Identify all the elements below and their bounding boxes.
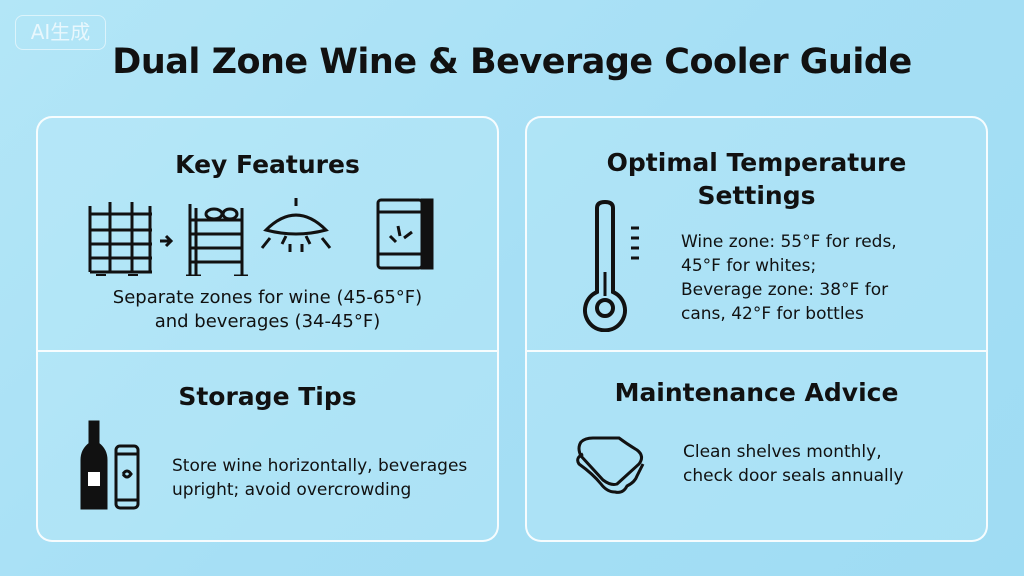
features-line-2: and beverages (34-45°F) [154,311,381,332]
temperature-heading-line-1: Optimal Temperature [606,148,907,177]
wine-bottle-icon [80,420,108,510]
wine-rack-icon [186,204,248,276]
page-title: Dual Zone Wine & Beverage Cooler Guide [112,42,912,82]
storage-line-2: upright; avoid overcrowding [172,480,412,500]
maintenance-line-1: Clean shelves monthly, [683,442,882,462]
thermometer-icon [583,200,639,332]
card-right: Optimal Temperature Settings Wine zone: … [525,116,988,542]
ai-watermark: AI生成 [15,15,106,50]
cloth-icon [576,436,645,494]
storage-line-1: Store wine horizontally, beverages [172,456,468,476]
card-left: Key Features Separate zones for wine (45… [36,116,499,542]
temperature-line-3: Beverage zone: 38°F for [681,280,889,300]
card-divider [527,350,986,352]
temperature-line-4: cans, 42°F for bottles [681,304,864,324]
key-features-heading: Key Features [175,150,360,179]
maintenance-heading: Maintenance Advice [614,378,899,407]
can-icon [114,444,140,510]
maintenance-line-2: check door seals annually [683,466,904,486]
storage-icons [80,420,140,510]
arrow-right-icon [160,234,174,248]
ceiling-fan-light-icon [260,198,332,252]
temperature-line-2: 45°F for whites; [681,256,817,276]
features-icons [88,198,434,276]
shelf-rack-icon [88,202,152,276]
features-line-1: Separate zones for wine (45-65°F) [112,287,423,308]
card-divider [38,350,497,352]
storage-tips-heading: Storage Tips [178,382,357,411]
digital-control-panel-icon [376,198,434,270]
temperature-line-1: Wine zone: 55°F for reds, [681,232,897,252]
temperature-heading-line-2: Settings [697,181,816,210]
